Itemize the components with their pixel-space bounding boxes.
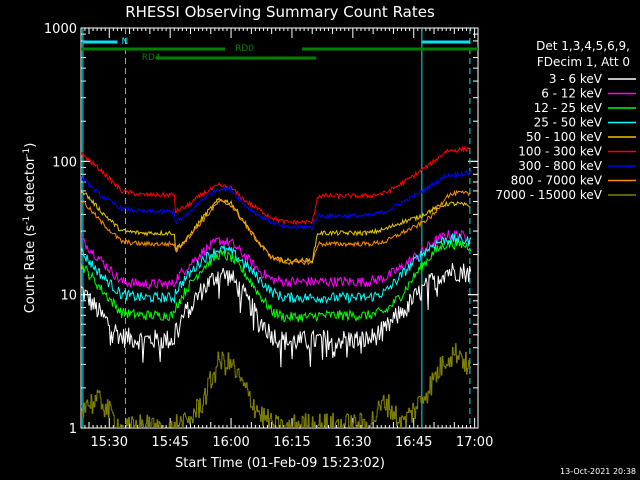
plot-frame [80, 27, 479, 429]
legend-item-label: 7000 - 15000 keV [495, 188, 602, 202]
y-tick-label: 100 [52, 155, 77, 170]
x-axis-label: Start Time (01-Feb-09 15:23:02) [175, 456, 385, 471]
flag-bars: N RD0 RD4 [81, 37, 478, 63]
y-axis-label-part: ) [23, 143, 38, 148]
x-tick-label: 15:30 [91, 435, 128, 450]
x-tick-labels: 15:30 15:45 16:00 16:15 16:30 16:45 17:00 [91, 435, 494, 450]
y-tick-labels: 1 10 100 1000 [44, 22, 77, 437]
y-axis-label: Count Rate (s-1 detector-1) [22, 143, 38, 314]
x-tick-label: 15:45 [151, 435, 188, 450]
legend-header-line: Det 1,3,4,5,6,9, [536, 39, 630, 53]
series-line [81, 145, 471, 226]
legend-item-label: 25 - 50 keV [534, 116, 603, 130]
series-line [81, 232, 472, 305]
series-line [81, 237, 472, 323]
rd0-flag-label: RD0 [235, 44, 254, 54]
y-axis-label-superscript: -1 [22, 148, 32, 157]
x-tick-label: 16:45 [395, 435, 432, 450]
legend: Det 1,3,4,5,6,9, FDecim 1, Att 0 3 - 6 k… [495, 39, 636, 202]
y-axis-label-superscript: -1 [22, 216, 32, 225]
axis-ticks [81, 27, 478, 429]
y-tick-label: 10 [60, 289, 77, 304]
legend-item-label: 800 - 7000 keV [511, 174, 603, 188]
y-tick-label: 1 [69, 422, 77, 437]
timestamp: 13-Oct-2021 20:38 [560, 467, 636, 476]
legend-item-label: 50 - 100 keV [526, 130, 603, 144]
series-line [81, 188, 471, 264]
legend-item-label: 300 - 800 keV [518, 159, 602, 173]
chart-title: RHESSI Observing Summary Count Rates [125, 3, 435, 21]
series-line [81, 170, 472, 231]
legend-item-label: 12 - 25 keV [534, 101, 603, 115]
series-line [81, 343, 472, 428]
night-flag-label: N [121, 37, 128, 47]
y-tick-label: 1000 [44, 22, 77, 37]
rd4-flag-label: RD4 [142, 53, 161, 63]
x-tick-label: 17:00 [456, 435, 493, 450]
x-tick-label: 16:30 [334, 435, 371, 450]
series-lines [81, 145, 472, 428]
y-axis-label-part: detector [23, 156, 38, 216]
series-line [81, 189, 471, 266]
x-tick-label: 16:15 [273, 435, 310, 450]
night-lines [82, 28, 471, 428]
legend-item-label: 3 - 6 keV [549, 72, 603, 86]
series-line [81, 229, 472, 291]
legend-item-label: 100 - 300 keV [518, 145, 602, 159]
legend-header-line: FDecim 1, Att 0 [537, 55, 630, 69]
x-tick-label: 16:00 [212, 435, 249, 450]
series-line [81, 263, 472, 368]
legend-item-label: 6 - 12 keV [541, 87, 603, 101]
y-axis-label-part: Count Rate (s [23, 225, 38, 314]
